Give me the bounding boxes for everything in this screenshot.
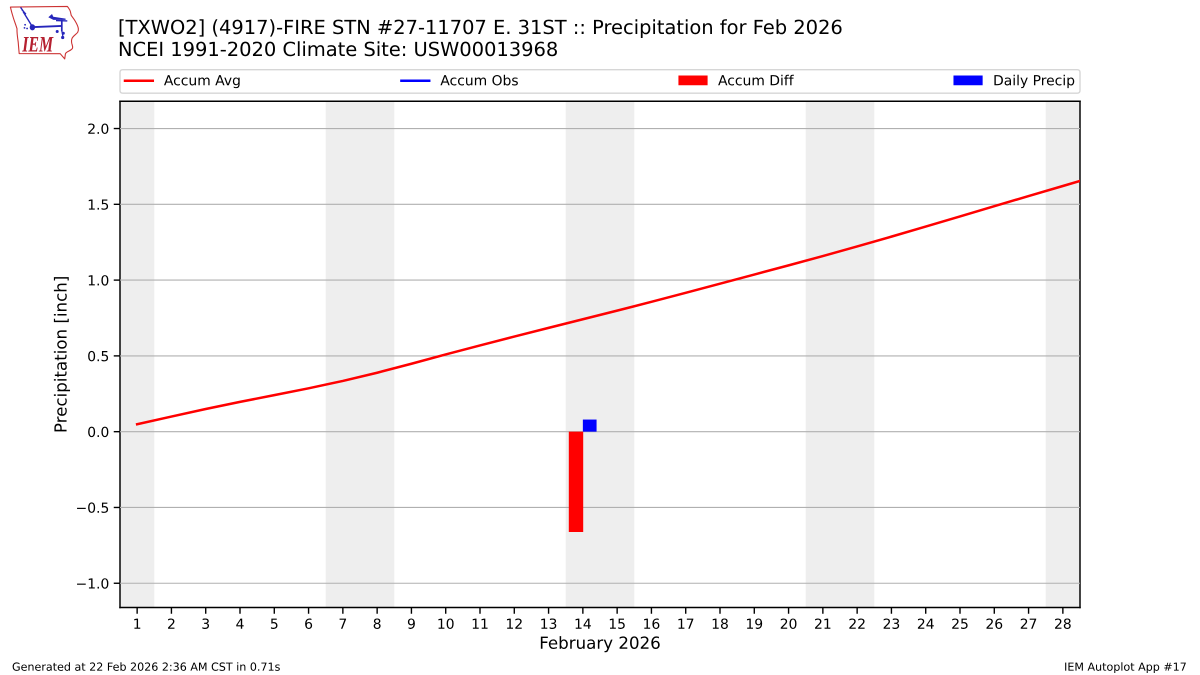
svg-text:IEM: IEM (21, 33, 54, 57)
